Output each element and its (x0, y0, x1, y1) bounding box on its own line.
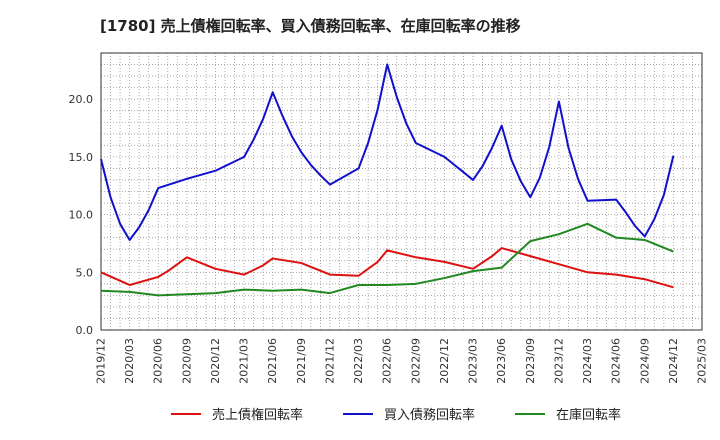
x-axis-tick-labels: 2019/12 2020/03 2020/06 2020/09 2020/12 2021/… (95, 338, 709, 384)
series-line-2 (100, 63, 675, 241)
x-tick-label: 2023/09 (524, 338, 537, 384)
x-tick-label: 2021/09 (295, 338, 308, 384)
legend-label-3: 在庫回転率 (556, 407, 621, 423)
plot-area-border (100, 52, 703, 331)
x-tick-label: 2023/12 (552, 338, 565, 384)
x-tick-label: 2022/12 (438, 338, 451, 384)
x-tick-label: 2022/03 (352, 338, 365, 384)
y-tick-label: 20.0 (69, 93, 94, 106)
x-tick-label: 2023/03 (467, 338, 480, 384)
x-tick-label: 2021/06 (266, 338, 279, 384)
x-tick-label: 2024/12 (667, 338, 680, 384)
x-tick-label: 2020/12 (209, 338, 222, 384)
x-tick-label: 2020/06 (152, 338, 165, 384)
series-line-1 (100, 247, 674, 289)
series-line-3 (100, 222, 674, 297)
y-tick-label: 5.0 (76, 266, 94, 279)
x-tick-label: 2021/03 (238, 338, 251, 384)
chart-title: [1780] 売上債権回転率、買入債務回転率、在庫回転率の推移 (100, 17, 521, 35)
horizontal-gridlines (101, 64, 702, 319)
x-tick-label: 2022/06 (381, 338, 394, 384)
x-tick-label: 2024/09 (638, 338, 651, 384)
x-tick-label: 2022/09 (409, 338, 422, 384)
x-tick-label: 2024/03 (581, 338, 594, 384)
legend: 売上債権回転率 買入債務回転率 在庫回転率 (171, 407, 621, 423)
x-tick-label: 2025/03 (696, 338, 709, 384)
x-tick-label: 2021/12 (323, 338, 336, 384)
y-tick-label: 0.0 (76, 324, 94, 337)
y-axis-tick-labels: 0.0 5.0 10.0 15.0 20.0 (69, 93, 94, 337)
legend-label-2: 買入債務回転率 (384, 407, 475, 423)
y-tick-label: 15.0 (69, 151, 94, 164)
legend-label-1: 売上債権回転率 (212, 407, 303, 423)
y-tick-label: 10.0 (69, 209, 94, 222)
x-tick-label: 2019/12 (95, 338, 108, 384)
x-tick-label: 2020/09 (180, 338, 193, 384)
x-tick-label: 2023/06 (495, 338, 508, 384)
series-lines (100, 63, 675, 297)
x-tick-label: 2024/06 (610, 338, 623, 384)
x-tick-label: 2020/03 (123, 338, 136, 384)
